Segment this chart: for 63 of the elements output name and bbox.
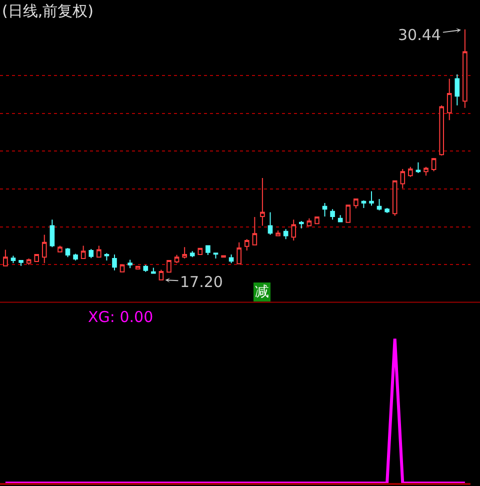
text: 减 (255, 284, 269, 300)
candlestick (439, 104, 444, 156)
candlestick (143, 264, 148, 272)
candlestick (228, 254, 234, 264)
candlestick (330, 208, 335, 220)
candlestick (80, 245, 86, 259)
candlestick (354, 198, 358, 209)
candlestick (260, 178, 265, 226)
candlestick (322, 202, 328, 217)
candlestick (306, 218, 312, 226)
candlestick (369, 190, 374, 206)
candlestick (206, 245, 210, 256)
candlestick (424, 166, 428, 176)
candlestick (268, 212, 273, 236)
candlestick (166, 260, 172, 273)
candlestick (158, 269, 164, 280)
candlestick (10, 255, 16, 264)
candlestick (408, 166, 413, 178)
candlestick (446, 78, 452, 121)
candlestick (236, 242, 242, 264)
candlestick (174, 254, 180, 264)
candlestick (338, 214, 343, 222)
candlestick (454, 74, 460, 106)
candlestick (42, 234, 47, 264)
candlestick (18, 260, 24, 266)
chart-title: (日线,前复权) (2, 2, 94, 20)
candlestick (361, 200, 366, 208)
candlestick (135, 266, 140, 270)
candlestick (298, 220, 304, 229)
annotation: 30.44 (398, 26, 441, 44)
candlestick (128, 259, 132, 269)
candlestick (73, 253, 78, 262)
candlestick (384, 207, 390, 214)
candlestick (431, 158, 436, 172)
candlestick (400, 168, 406, 189)
candlestick (190, 250, 195, 258)
candlestick (104, 252, 110, 262)
candlestick (151, 267, 156, 274)
candlestick (291, 219, 296, 241)
candlestick (276, 230, 280, 236)
candlestick (314, 216, 320, 224)
candlestick (462, 28, 468, 108)
candlestick (283, 228, 288, 240)
candlestick (58, 245, 62, 253)
candlestick (213, 252, 218, 259)
candlestick (182, 246, 187, 259)
candlestick (88, 248, 94, 259)
candlestick (96, 245, 102, 258)
candlestick (120, 264, 125, 272)
candlestick (346, 204, 351, 223)
candlestick (34, 254, 40, 262)
candlestick (198, 248, 203, 256)
candlestick (3, 249, 8, 267)
candlestick (112, 254, 117, 271)
candlestick (252, 216, 258, 246)
candlestick (416, 162, 421, 174)
candlestick (50, 219, 55, 248)
candlestick (392, 180, 398, 216)
candlestick (65, 248, 70, 258)
candlestick (244, 238, 250, 252)
annotation: 17.20 (180, 273, 223, 291)
text: XG: 0.00 (88, 308, 154, 326)
candlestick (376, 198, 382, 211)
